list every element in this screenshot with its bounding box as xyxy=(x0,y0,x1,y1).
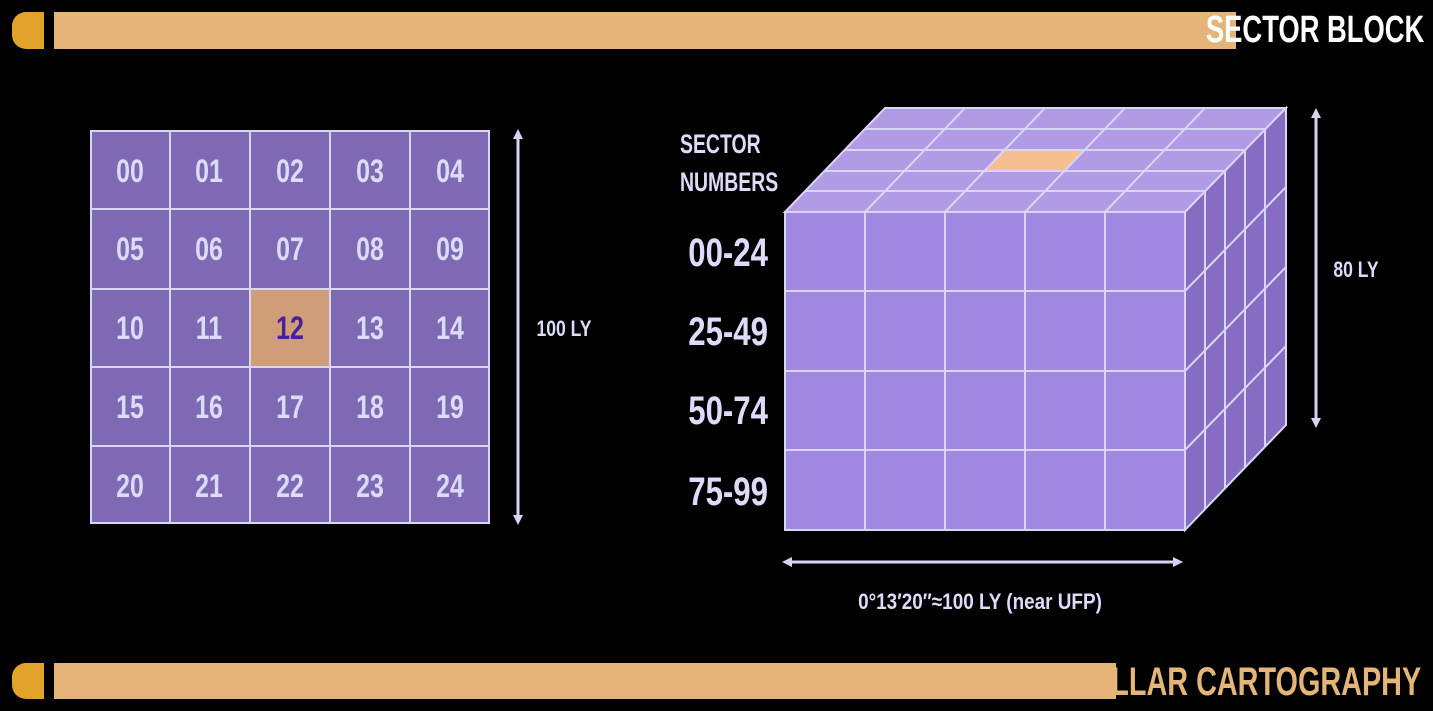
sector-number-01: 01 xyxy=(195,154,223,190)
sector-range-25-49: 25-49 xyxy=(688,309,768,354)
sector-number-00: 00 xyxy=(116,154,144,190)
sector-number-10: 10 xyxy=(116,311,144,347)
cube-front-lines xyxy=(785,212,1185,530)
sector-number-08: 08 xyxy=(356,232,384,268)
sector-number-17: 17 xyxy=(276,390,304,426)
sector-number-15: 15 xyxy=(116,390,144,426)
sector-number-11: 11 xyxy=(196,311,222,347)
header-cap xyxy=(12,12,44,49)
sector-number-05: 05 xyxy=(116,232,144,268)
cube-top-lines xyxy=(805,107,1265,213)
sector-grid-lines xyxy=(91,131,489,523)
header-title: SECTOR BLOCK xyxy=(1205,9,1424,51)
sector-number-18: 18 xyxy=(356,390,384,426)
sector-number-23: 23 xyxy=(356,469,384,505)
header-bar xyxy=(54,12,1236,49)
sector-number-02: 02 xyxy=(276,154,304,190)
footer-cap xyxy=(12,663,44,699)
footer-title: STELLAR CARTOGRAPHY xyxy=(1055,660,1421,704)
sector-range-75-99: 75-99 xyxy=(688,469,768,514)
sector-number-16: 16 xyxy=(195,390,223,426)
sector-number-21: 21 xyxy=(195,469,223,505)
sector-range-00-24: 00-24 xyxy=(688,230,768,275)
sector-grid-highlight xyxy=(250,289,330,367)
sector-range-50-74: 50-74 xyxy=(688,388,768,433)
footer-bar xyxy=(54,663,1116,699)
cube-width-label: 0°13′20″≈100 LY (near UFP) xyxy=(858,590,1102,615)
sector-number-06: 06 xyxy=(195,232,223,268)
sector-number-13: 13 xyxy=(356,311,384,347)
sector-grid: 00 01 02 03 04 05 06 07 08 09 10 11 12 13 14 15 16 17 18 19… xyxy=(90,130,490,524)
sector-number-07: 07 xyxy=(276,232,304,268)
cube-top-highlight xyxy=(983,150,1083,171)
legend-title-line2: NUMBERS xyxy=(680,167,778,197)
sector-number-19: 19 xyxy=(436,390,464,426)
cube-legend: SECTOR NUMBERS 00-24 25-49 50-74 75-99 xyxy=(680,129,778,514)
sector-number-09: 09 xyxy=(436,232,464,268)
sector-number-12: 12 xyxy=(276,311,304,347)
sector-number-24: 24 xyxy=(436,469,464,505)
cube-height-label: 80 LY xyxy=(1333,258,1378,282)
sector-number-14: 14 xyxy=(436,311,464,347)
sector-number-04: 04 xyxy=(436,154,464,190)
cube-side-lines xyxy=(1184,129,1287,509)
legend-title-line1: SECTOR xyxy=(680,129,761,159)
grid-side-label: 100 LY xyxy=(536,317,591,341)
sector-number-03: 03 xyxy=(356,154,384,190)
sector-number-20: 20 xyxy=(116,469,144,505)
sector-cube xyxy=(782,105,1289,533)
sector-number-22: 22 xyxy=(276,469,304,505)
